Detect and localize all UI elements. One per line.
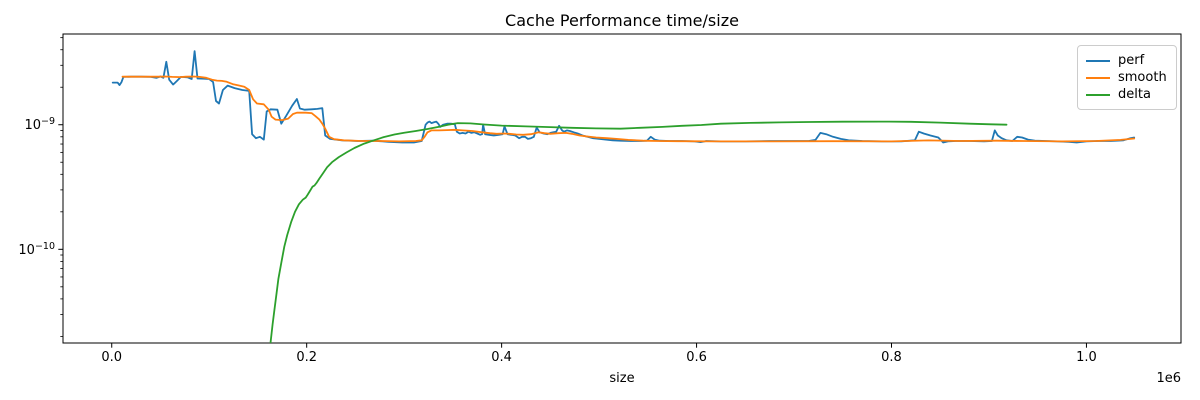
x-axis-offset-label: 1e6 (1156, 371, 1181, 386)
legend-line-sample-smooth (1086, 76, 1110, 79)
x-tick-label: 1.0 (1076, 350, 1097, 365)
y-axis: 10−9 10−10 (18, 37, 63, 337)
x-tick-label: 0.0 (101, 350, 122, 365)
y-tick-label: 10−10 (18, 241, 55, 258)
series-lines (111, 50, 1136, 343)
y-tick-label: 10−9 (24, 116, 55, 133)
x-axis-label: size (609, 371, 634, 386)
x-tick-label: 0.8 (881, 350, 902, 365)
legend-label-delta: delta (1118, 87, 1151, 102)
legend-label-perf: perf (1118, 53, 1145, 68)
chart-title: Cache Performance time/size (505, 11, 739, 30)
legend-line-sample-delta (1086, 93, 1110, 96)
legend-item-perf: perf (1086, 52, 1168, 69)
legend: perf smooth delta (1077, 45, 1177, 110)
smooth-line (121, 75, 1136, 143)
x-axis: 0.0 0.2 0.4 0.6 0.8 1.0 (101, 343, 1097, 365)
legend-label-smooth: smooth (1118, 70, 1167, 85)
legend-item-smooth: smooth (1086, 69, 1168, 86)
x-tick-label: 0.4 (491, 350, 512, 365)
x-tick-label: 0.6 (686, 350, 707, 365)
plot-area (62, 33, 1182, 344)
delta-line (269, 120, 1008, 343)
legend-item-delta: delta (1086, 86, 1168, 103)
x-tick-label: 0.2 (296, 350, 317, 365)
legend-line-sample-perf (1086, 59, 1110, 62)
